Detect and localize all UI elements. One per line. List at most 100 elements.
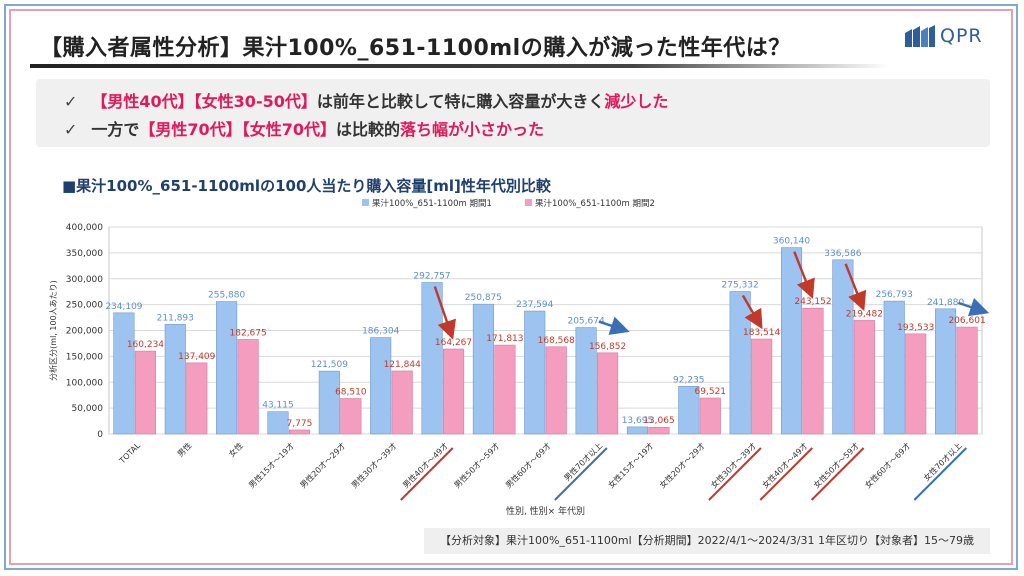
legend-swatch-series1 [362, 199, 369, 206]
summary-line-1-text: は前年と比較して特に購入容量が大きく [316, 92, 605, 111]
bar-series2 [134, 350, 156, 435]
y-tick-label: 250,000 [66, 301, 103, 311]
data-label-series2: 164,267 [435, 338, 472, 348]
category-underline-blue [554, 447, 608, 501]
x-tick-label: 男性 [175, 440, 193, 458]
bar-series2 [853, 320, 875, 435]
decrease-arrow [793, 251, 815, 299]
data-label-series2: 168,568 [538, 336, 575, 346]
summary-box: ✓ 【男性40代】【女性30-50代】は前年と比較して特に購入容量が大きく減少した… [36, 79, 990, 147]
check-icon: ✓ [64, 92, 78, 111]
data-label-series2: 121,844 [384, 360, 421, 370]
data-label-series2: 7,775 [287, 419, 313, 429]
data-label-series1: 255,880 [208, 291, 245, 301]
bar-series2 [340, 398, 362, 435]
data-label-series1: 292,757 [413, 271, 450, 281]
decrease-arrow [741, 294, 763, 330]
data-label-series1: 250,875 [465, 293, 502, 303]
data-label-series2: 182,675 [230, 328, 267, 338]
bar-series1 [935, 308, 957, 435]
summary-line-1-emphasis: 減少した [604, 92, 669, 111]
data-label-series1: 336,586 [824, 249, 861, 259]
y-tick-label: 100,000 [66, 378, 103, 388]
x-tick-label: 男性60才～69才 [503, 440, 553, 490]
x-tick-label: 女性60才～69才 [863, 440, 913, 490]
data-label-series2: 206,601 [948, 316, 985, 326]
flat-arrow [957, 297, 990, 317]
bar-series2 [751, 338, 773, 435]
x-tick-label: 男性50才～59才 [452, 440, 502, 490]
y-tick-label: 150,000 [66, 352, 103, 362]
bar-series1 [113, 312, 135, 435]
chart-title: ■果汁100%_651-1100mlの100人当たり購入容量[ml]性年代別比較 [62, 177, 551, 195]
x-tick-label: 女性40才～49才 [760, 440, 810, 490]
x-tick-label: 男性15才～19才 [246, 440, 296, 490]
x-tick-label: 女性20才～29才 [657, 440, 707, 490]
y-tick-label: 50,000 [72, 404, 104, 414]
data-label-series2: 68,510 [335, 388, 367, 398]
chart-card [36, 156, 990, 520]
category-underline-red [810, 447, 865, 501]
bar-series1 [575, 327, 597, 435]
data-label-series2: 13,065 [643, 416, 675, 426]
x-tick-label: 女性 [226, 440, 244, 458]
decrease-arrow [433, 286, 456, 340]
data-label-series2: 160,234 [127, 340, 164, 350]
y-axis-label: 分析区分(ml, 100人あたり) [48, 280, 58, 381]
bar-series1 [164, 324, 186, 435]
page-title: 【購入者属性分析】果汁100%_651-1100mlの購入が減った性年代は？ [40, 36, 791, 61]
bar-series1 [370, 337, 392, 435]
x-tick-label: 女性15才～19才 [606, 440, 656, 490]
x-axis-label: 性別, 性別× 年代別 [506, 505, 585, 517]
bar-series1 [524, 310, 546, 435]
data-label-series1: 186,304 [362, 327, 399, 337]
data-label-series1: 360,140 [773, 237, 810, 247]
x-tick-label: 男性70才以上 [562, 440, 605, 483]
x-tick-label: 男性20才～29才 [298, 440, 348, 490]
outer-frame [4, 4, 1018, 570]
summary-line-1-highlight: 【男性40代】【女性30-50代】 [91, 92, 317, 111]
data-label-series1: 13,695 [622, 416, 654, 426]
data-label-series1: 92,235 [673, 375, 705, 385]
legend-label-series2: 果汁100%_651-1100m 期間2 [535, 198, 655, 209]
bar-series1 [678, 385, 700, 435]
bar-series2 [391, 370, 413, 435]
bar-series2 [597, 352, 619, 435]
data-label-series2: 243,152 [794, 297, 831, 307]
data-label-series1: 43,115 [262, 401, 294, 411]
bar-series1 [421, 282, 443, 435]
y-tick-label: 0 [97, 430, 103, 440]
bar-series1 [729, 291, 751, 435]
x-tick-label: 女性50才～59才 [811, 440, 861, 490]
flat-arrow [598, 316, 630, 335]
x-tick-label: TOTAL [117, 441, 142, 466]
bar-series1 [267, 411, 289, 435]
data-label-series1: 211,893 [157, 313, 194, 323]
logo: QPR [905, 25, 983, 47]
data-label-series1: 205,674 [567, 317, 604, 327]
data-label-series1: 237,594 [516, 300, 553, 310]
data-label-series2: 219,482 [846, 309, 883, 319]
x-tick-label: 女性70才以上 [921, 440, 964, 483]
check-icon: ✓ [64, 120, 78, 139]
data-label-series1: 241,880 [927, 298, 964, 308]
data-label-series2: 193,533 [897, 323, 934, 333]
y-tick-label: 400,000 [66, 223, 103, 233]
inner-frame [9, 9, 1013, 565]
bar-series2 [956, 326, 978, 435]
summary-line-2: ✓ 一方で【男性70代】【女性70代】は比較的落ち幅が小さかった [64, 116, 544, 140]
title-underline [30, 64, 890, 68]
category-underline-red [708, 447, 762, 501]
bar-series2 [288, 429, 311, 435]
legend-swatch-series2 [525, 199, 532, 206]
category-underline-red [400, 447, 454, 501]
bar-series2 [186, 362, 208, 435]
bar-series1 [216, 301, 238, 435]
summary-line-2-text: 一方で [91, 120, 140, 139]
summary-line-2-emphasis: 落ち幅が小さかった [399, 120, 544, 139]
bar-series1 [780, 247, 803, 435]
bar-series2 [905, 333, 927, 435]
bar-series2 [494, 344, 516, 435]
data-label-series1: 234,109 [105, 302, 142, 312]
